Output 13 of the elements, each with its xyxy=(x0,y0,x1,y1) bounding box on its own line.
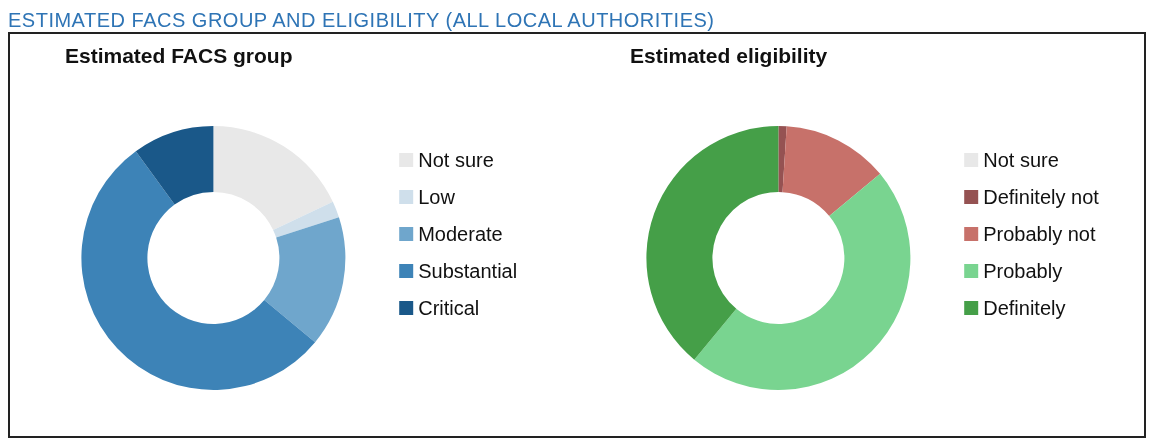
legend-label: Not sure xyxy=(418,149,494,171)
legend-label: Moderate xyxy=(418,223,503,245)
legend-label: Critical xyxy=(418,297,480,319)
text: ESTIMATED FACS GROUP AND ELIGIBILITY (ALL LOCAL AUTHORITIES) xyxy=(8,8,716,32)
legend-label: Probably xyxy=(983,260,1063,282)
legend-label: Probably not xyxy=(983,223,1096,245)
legend-label: Definitely not xyxy=(983,186,1100,208)
legend-label: Substantial xyxy=(418,260,518,282)
legend-label: Definitely xyxy=(983,297,1066,319)
chart-title: Estimated eligibility xyxy=(630,44,828,67)
legend-label: Not sure xyxy=(983,149,1059,171)
legend-label: Low xyxy=(418,186,456,208)
chart-title: Estimated FACS group xyxy=(65,44,293,67)
